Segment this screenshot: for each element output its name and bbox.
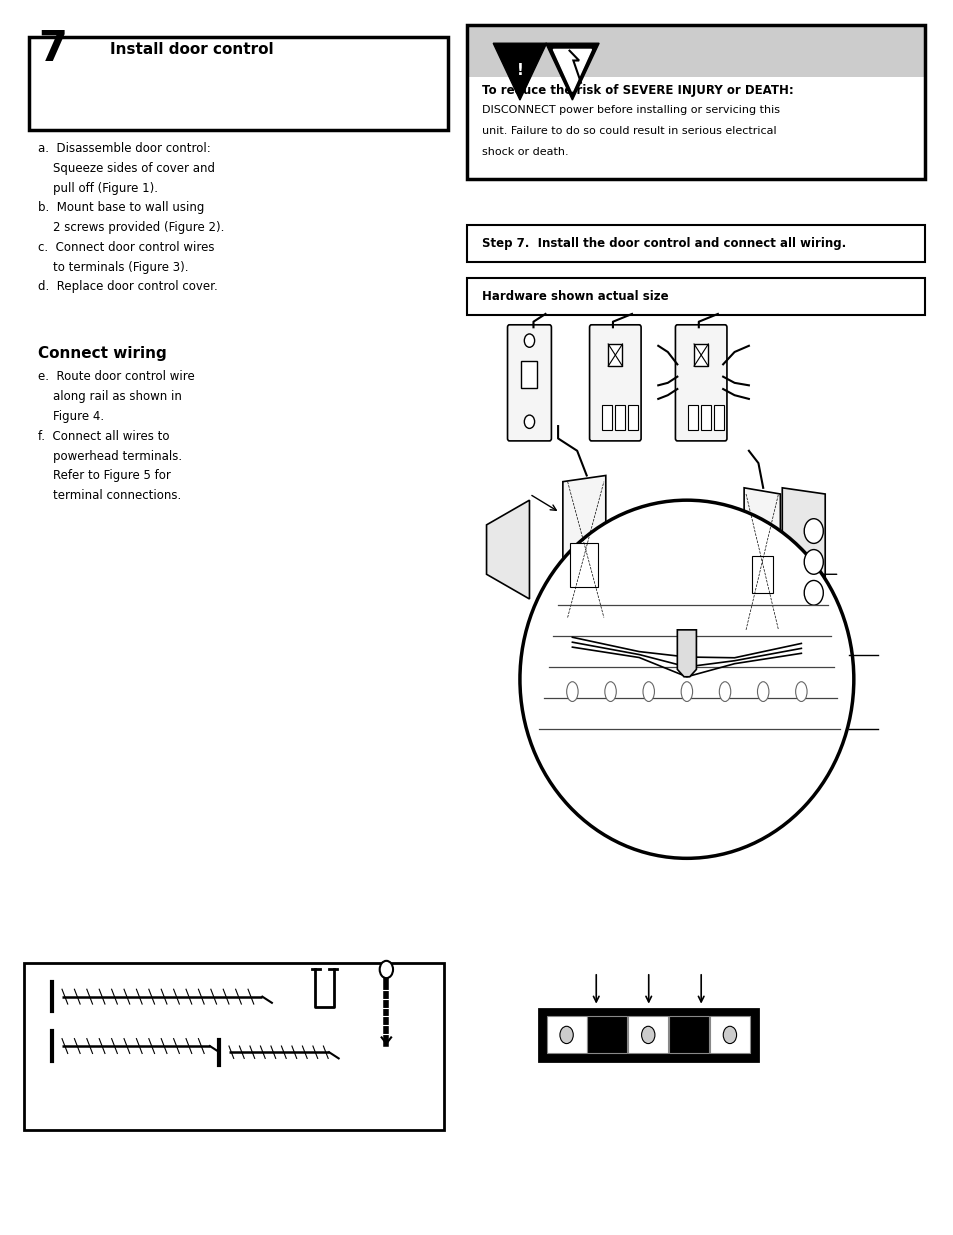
Circle shape [722, 1026, 736, 1044]
Text: Step 7.  Install the door control and connect all wiring.: Step 7. Install the door control and con… [481, 237, 845, 249]
Circle shape [803, 580, 822, 605]
Text: shock or death.: shock or death. [481, 147, 568, 157]
FancyBboxPatch shape [709, 1016, 749, 1053]
Polygon shape [493, 43, 546, 100]
Text: Squeeze sides of cover and: Squeeze sides of cover and [38, 162, 215, 175]
FancyBboxPatch shape [668, 1016, 708, 1053]
Circle shape [803, 519, 822, 543]
Circle shape [641, 1026, 655, 1044]
Text: e.  Route door control wire: e. Route door control wire [38, 370, 194, 384]
Ellipse shape [519, 500, 853, 858]
Ellipse shape [566, 682, 578, 701]
FancyBboxPatch shape [589, 325, 640, 441]
Circle shape [524, 333, 534, 347]
Text: powerhead terminals.: powerhead terminals. [38, 450, 182, 463]
Circle shape [559, 1026, 573, 1044]
Text: c.  Connect door control wires: c. Connect door control wires [38, 241, 214, 254]
Text: Figure 4.: Figure 4. [38, 410, 104, 424]
Text: pull off (Figure 1).: pull off (Figure 1). [38, 182, 158, 195]
FancyBboxPatch shape [687, 405, 698, 430]
FancyBboxPatch shape [521, 361, 537, 388]
Text: to terminals (Figure 3).: to terminals (Figure 3). [38, 261, 189, 274]
FancyBboxPatch shape [628, 1016, 667, 1053]
Ellipse shape [795, 682, 806, 701]
Text: terminal connections.: terminal connections. [38, 489, 181, 503]
Text: Hardware shown actual size: Hardware shown actual size [481, 290, 668, 303]
FancyBboxPatch shape [538, 1009, 758, 1061]
FancyBboxPatch shape [627, 405, 638, 430]
Circle shape [803, 550, 822, 574]
Text: 7: 7 [38, 28, 67, 70]
FancyBboxPatch shape [614, 405, 624, 430]
FancyBboxPatch shape [601, 405, 612, 430]
FancyBboxPatch shape [751, 556, 772, 593]
Ellipse shape [719, 682, 730, 701]
Text: along rail as shown in: along rail as shown in [38, 390, 182, 404]
FancyBboxPatch shape [675, 325, 726, 441]
FancyBboxPatch shape [546, 1016, 586, 1053]
Text: unit. Failure to do so could result in serious electrical: unit. Failure to do so could result in s… [481, 126, 776, 136]
FancyBboxPatch shape [467, 25, 924, 77]
Ellipse shape [604, 682, 616, 701]
Ellipse shape [757, 682, 768, 701]
Ellipse shape [680, 682, 692, 701]
Text: DISCONNECT power before installing or servicing this: DISCONNECT power before installing or se… [481, 105, 779, 115]
Polygon shape [677, 630, 696, 677]
Text: b.  Mount base to wall using: b. Mount base to wall using [38, 201, 204, 215]
Text: f.  Connect all wires to: f. Connect all wires to [38, 430, 170, 443]
Text: d.  Replace door control cover.: d. Replace door control cover. [38, 280, 217, 294]
FancyBboxPatch shape [507, 325, 551, 441]
Text: Refer to Figure 5 for: Refer to Figure 5 for [38, 469, 171, 483]
Polygon shape [781, 488, 824, 636]
FancyBboxPatch shape [700, 405, 710, 430]
Polygon shape [743, 488, 780, 636]
Polygon shape [486, 500, 529, 599]
Text: To reduce the risk of SEVERE INJURY or DEATH:: To reduce the risk of SEVERE INJURY or D… [481, 84, 793, 98]
Text: Install door control: Install door control [110, 42, 274, 57]
Circle shape [524, 415, 534, 429]
Ellipse shape [642, 682, 654, 701]
Polygon shape [545, 43, 598, 100]
Text: Connect wiring: Connect wiring [38, 346, 167, 361]
FancyBboxPatch shape [713, 405, 723, 430]
FancyBboxPatch shape [608, 345, 622, 367]
Polygon shape [553, 49, 591, 91]
FancyBboxPatch shape [587, 1016, 627, 1053]
Text: !: ! [516, 63, 523, 78]
Text: a.  Disassemble door control:: a. Disassemble door control: [38, 142, 211, 156]
FancyBboxPatch shape [569, 543, 598, 587]
FancyBboxPatch shape [694, 345, 707, 367]
Polygon shape [562, 475, 605, 624]
Circle shape [379, 961, 393, 978]
Text: 2 screws provided (Figure 2).: 2 screws provided (Figure 2). [38, 221, 224, 235]
